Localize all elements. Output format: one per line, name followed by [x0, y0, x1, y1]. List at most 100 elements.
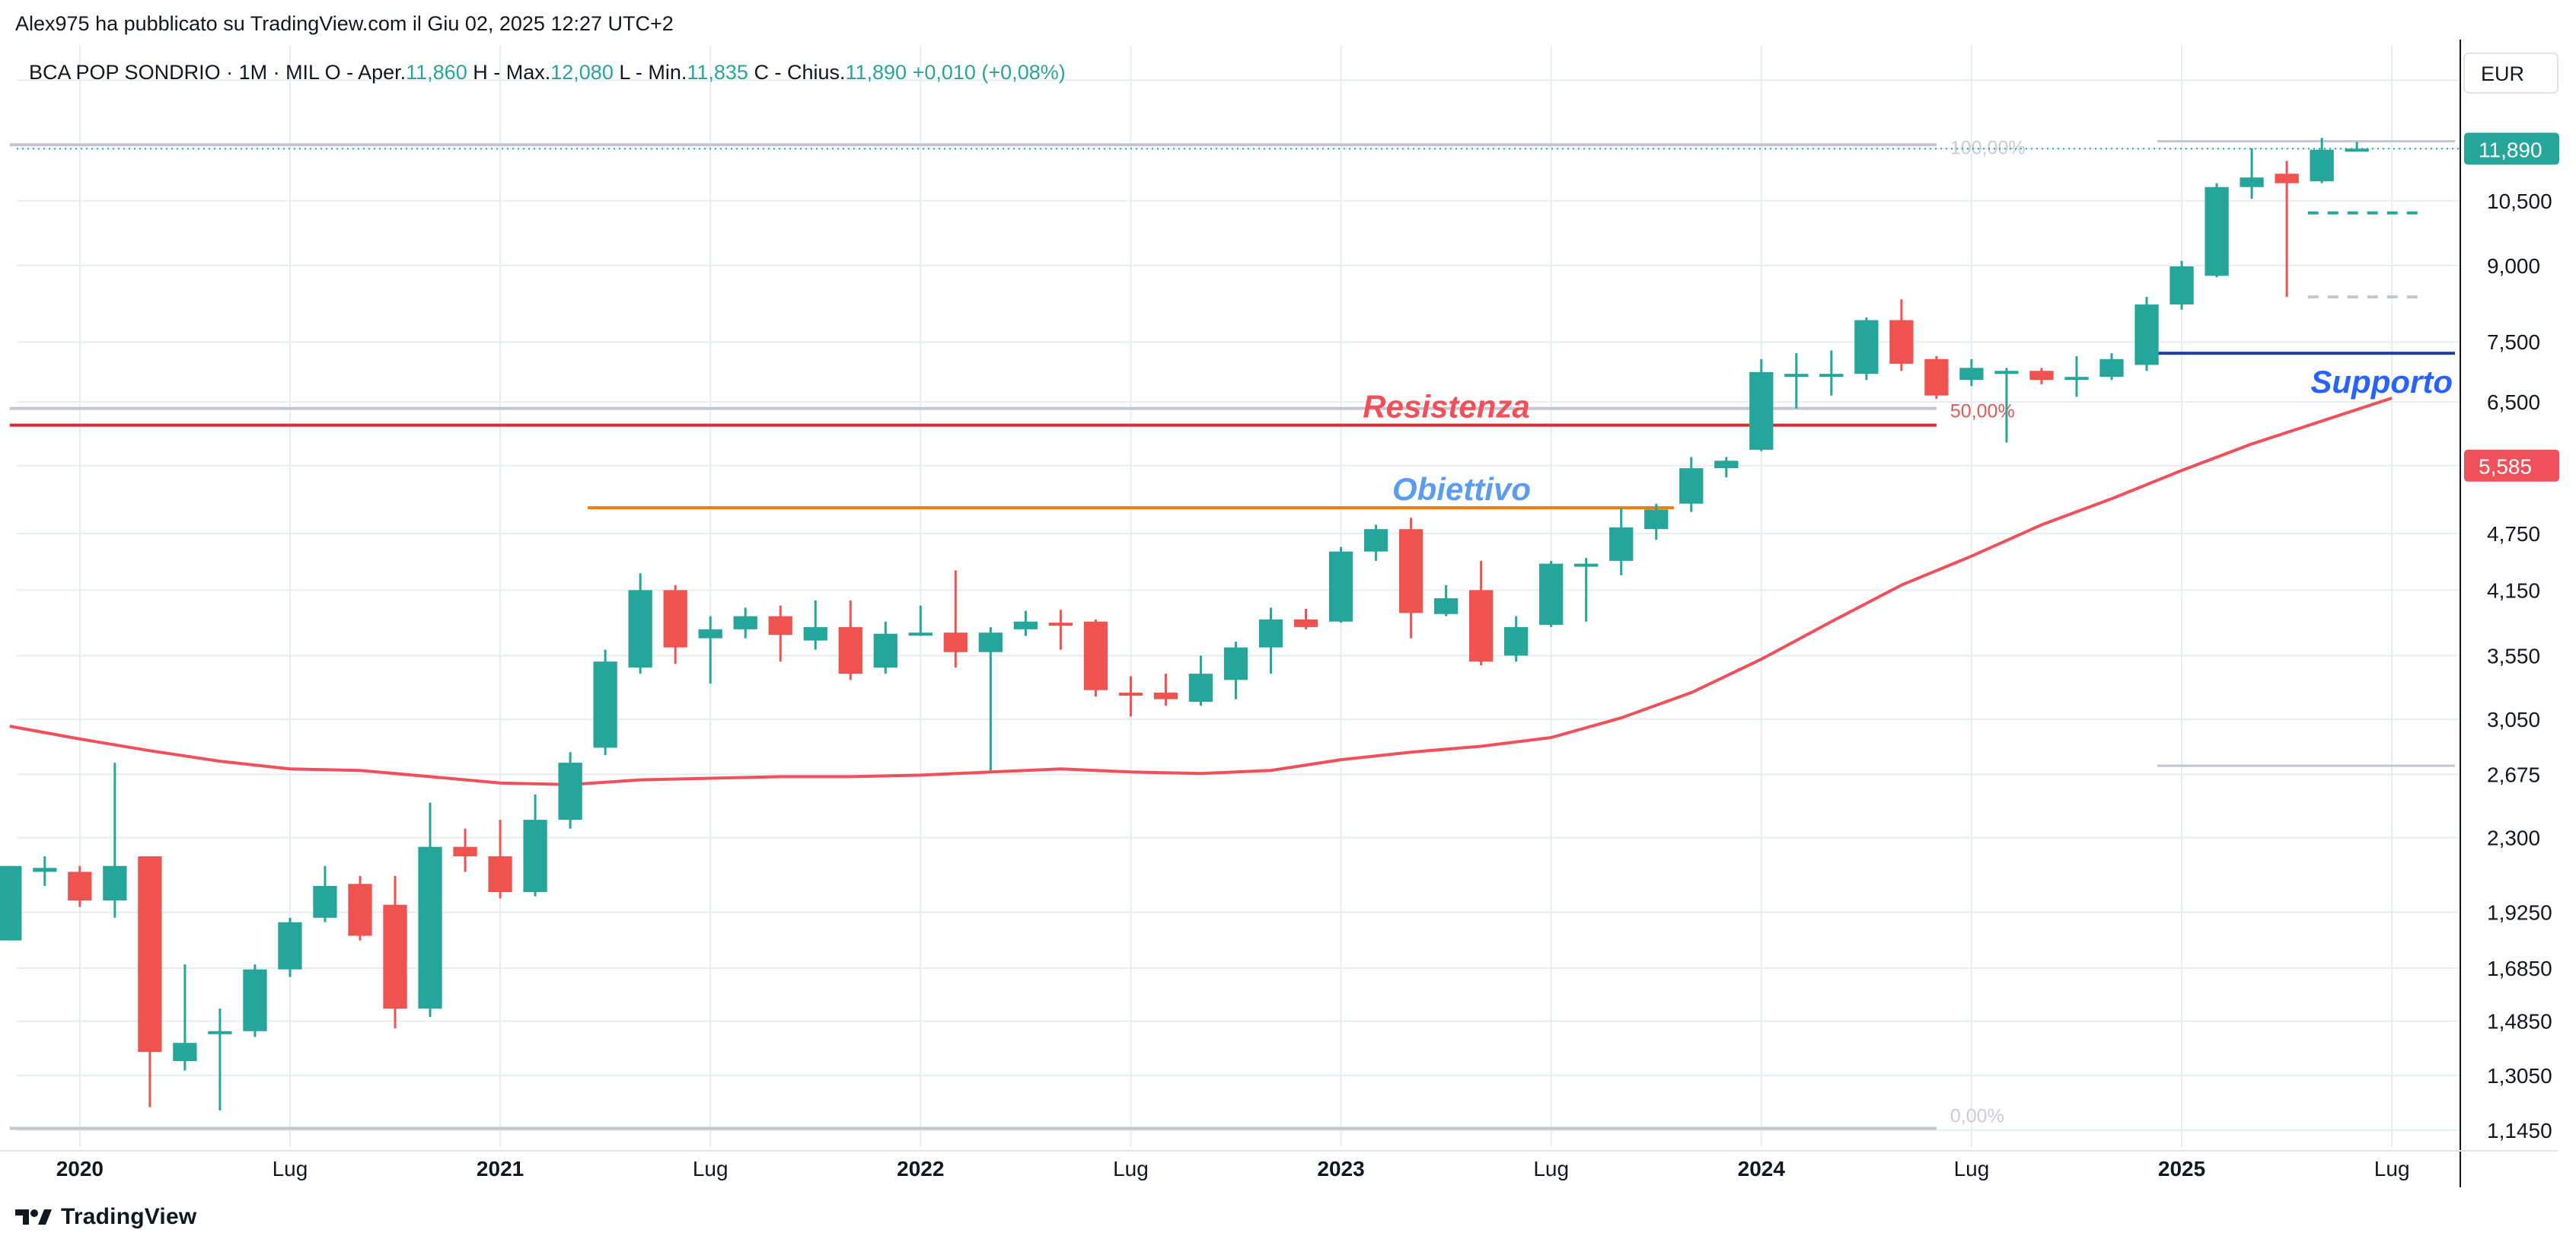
candle-body: [138, 856, 162, 1053]
candle-body: [1854, 320, 1879, 374]
candle-body: [103, 865, 127, 901]
candle-body: [488, 856, 512, 893]
x-tick-label: Lug: [2374, 1157, 2410, 1180]
candle-body: [663, 590, 687, 648]
candle-body: [1258, 619, 1283, 648]
candle-body: [2275, 174, 2299, 183]
y-tick-label: 3,050: [2487, 708, 2540, 731]
price-badge: [2464, 449, 2559, 482]
candle-body: [908, 632, 933, 636]
candle-body: [68, 871, 92, 901]
candle-body: [593, 661, 617, 748]
y-tick-label: 6,500: [2487, 390, 2540, 414]
candle-body: [1749, 371, 1774, 450]
currency-label: EUR: [2481, 62, 2524, 85]
y-tick-label: 1,1450: [2487, 1119, 2552, 1142]
price-badge: [2464, 132, 2559, 165]
currency-button: [2463, 53, 2558, 94]
y-tick-label: 9,000: [2487, 254, 2540, 278]
candle-body: [2205, 186, 2229, 276]
candle-body: [1959, 368, 1984, 381]
candle-body: [1468, 590, 1494, 662]
candle-body: [453, 846, 477, 857]
y-tick-label: 1,3050: [2487, 1064, 2552, 1088]
candle-body: [208, 1031, 232, 1034]
candle-body: [1714, 460, 1739, 469]
candle-body: [1784, 374, 1809, 378]
candle-body: [768, 616, 792, 636]
candle-body: [313, 885, 337, 918]
candle-body: [1398, 529, 1423, 613]
y-tick-label: 1,9250: [2487, 901, 2552, 925]
y-tick-label: 1,4850: [2487, 1010, 2552, 1034]
candle-body: [523, 820, 547, 893]
x-tick-label: Lug: [1113, 1157, 1149, 1180]
candle-body: [1644, 509, 1669, 530]
candle-body: [733, 616, 757, 629]
y-tick-label: 3,550: [2487, 644, 2540, 668]
candle-body: [978, 632, 1003, 652]
candle-body: [1819, 374, 1844, 378]
y-tick-label: 4,750: [2487, 522, 2540, 546]
candle-body: [173, 1043, 197, 1062]
candle-body: [1293, 619, 1318, 627]
x-tick-label: 2025: [2158, 1157, 2205, 1180]
fib-label-100: 100,00%: [1950, 137, 2026, 158]
candle-body: [1118, 693, 1143, 696]
candle-body: [873, 633, 897, 668]
candle-body: [1433, 598, 1459, 614]
resistance-label: Resistenza: [1363, 389, 1529, 425]
y-tick-label: 2,300: [2487, 827, 2540, 850]
ohlc-legend: BCA POP SONDRIO · 1M · MIL O - Aper.11,8…: [29, 61, 1066, 84]
x-tick-label: 2021: [477, 1157, 524, 1180]
support-label: Supporto: [2310, 364, 2453, 400]
candle-body: [1994, 371, 2019, 374]
candle-body: [1048, 623, 1073, 626]
y-tick-label: 2,675: [2487, 763, 2540, 786]
tradingview-logo[interactable]: TradingView: [15, 1204, 196, 1230]
candle-body: [943, 632, 968, 652]
x-tick-label: 2024: [1738, 1157, 1786, 1180]
candle-body: [2240, 177, 2264, 187]
x-tick-label: Lug: [693, 1157, 728, 1180]
price-badge-label: 5,585: [2479, 455, 2532, 479]
candle-body: [1574, 563, 1599, 567]
candle-body: [1539, 563, 1564, 625]
candle-body: [1188, 674, 1213, 703]
candle-body: [803, 626, 827, 641]
candle-body: [243, 969, 267, 1031]
y-tick-label: 4,150: [2487, 578, 2540, 602]
candle-body: [2064, 377, 2089, 381]
price-badge-label: 11,890: [2479, 138, 2543, 161]
tradingview-logo-icon: [15, 1209, 52, 1225]
x-tick-label: 2023: [1317, 1157, 1364, 1180]
y-tick-label: 1,6850: [2487, 957, 2552, 980]
candle-body: [1609, 527, 1634, 561]
x-tick-label: Lug: [1954, 1157, 1990, 1180]
candle-body: [0, 865, 22, 941]
candle-body: [2345, 148, 2369, 152]
candle-body: [1504, 626, 1529, 656]
candle-body: [1328, 551, 1353, 622]
tradingview-logo-text: TradingView: [61, 1204, 197, 1229]
candle-body: [1889, 320, 1914, 364]
candle-body: [33, 868, 57, 872]
candle-body: [1083, 621, 1108, 690]
moving-average-line: [9, 397, 2393, 786]
x-tick-label: Lug: [1533, 1157, 1569, 1180]
candle-body: [418, 846, 442, 1009]
candle-body: [1013, 621, 1038, 629]
candle-body: [2310, 149, 2334, 182]
candle-body: [348, 884, 372, 936]
candle-body: [628, 590, 652, 668]
y-tick-label: 7,500: [2487, 330, 2540, 354]
candle-body: [1223, 647, 1248, 680]
candle-body: [1153, 693, 1178, 699]
candle-body: [2170, 266, 2194, 305]
x-tick-label: 2022: [897, 1157, 944, 1180]
candle-body: [2134, 304, 2159, 365]
y-tick-label: 10,500: [2487, 190, 2552, 213]
target-label: Obiettivo: [1392, 471, 1531, 507]
candle-body: [278, 922, 302, 970]
